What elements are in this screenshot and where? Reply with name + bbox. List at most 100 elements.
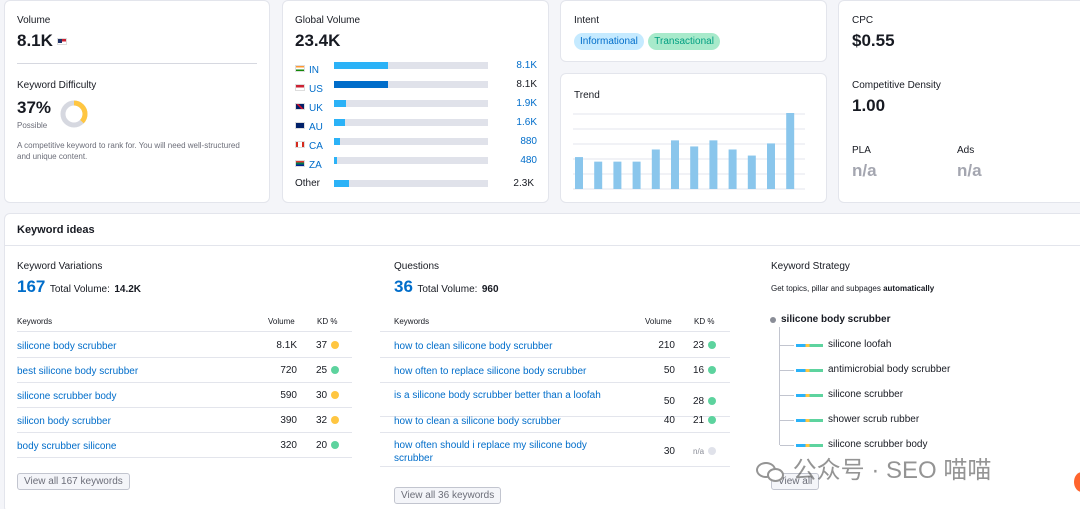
variations-count[interactable]: 167 [17, 277, 46, 296]
watermark-text: 公众号 · SEO 喵喵 [792, 457, 992, 484]
kd-dot-icon [708, 341, 717, 350]
trend-bar[interactable] [671, 140, 679, 189]
strategy-root[interactable]: silicone body scrubber [781, 314, 891, 325]
table-row: best silicone body scrubber 720 25 [17, 358, 352, 383]
kd-dot-icon [708, 447, 717, 456]
questions-total: 960 [481, 284, 499, 295]
view-all-questions-button[interactable]: View all 36 keywords [394, 487, 502, 504]
keyword-volume: 50 [663, 365, 675, 376]
keyword-link[interactable]: silicone scrubber body [17, 391, 117, 402]
intent-bar-icon [796, 394, 823, 397]
difficulty-level: Possible [17, 121, 48, 130]
ads-value: n/a [957, 161, 982, 180]
difficulty-value: 37% [17, 98, 52, 117]
difficulty-desc: A competitive keyword to rank for. You w… [17, 141, 240, 161]
intent-tag-transactional[interactable]: Transactional [648, 33, 720, 50]
other-bar-fill [334, 180, 350, 187]
table-row: how often to replace silicone body scrub… [380, 358, 730, 383]
intent-card: Intent Informational Transactional [560, 0, 827, 62]
keyword-volume: 8.1K [276, 340, 297, 351]
keyword-link[interactable]: how to clean a silicone body scrubber [394, 416, 561, 427]
strategy-item-label: silicone loofah [828, 339, 892, 350]
watermark: 公众号 · SEO 喵喵 [756, 450, 991, 485]
density-label: Competitive Density [852, 80, 941, 91]
strategy-item[interactable]: silicone loofah [780, 339, 1000, 353]
trend-bar[interactable] [767, 143, 775, 189]
trend-bar[interactable] [651, 149, 660, 189]
country-bar-fill [334, 62, 388, 69]
col-volume[interactable]: Volume [268, 317, 295, 326]
kd-value: 16 [693, 365, 705, 376]
keyword-kd: 37 [316, 340, 340, 351]
trend-bar[interactable] [690, 146, 699, 189]
intent-bar-icon [796, 369, 823, 372]
country-value: 1.9K [516, 98, 537, 109]
variations-summary: 167 Total Volume: 14.2K [17, 277, 141, 297]
keyword-link[interactable]: is a silicone body scrubber better than … [394, 390, 601, 401]
keyword-kd: 28 [693, 396, 717, 407]
country-row-us[interactable]: US 8.1K [295, 79, 537, 95]
divider [5, 245, 1080, 246]
keyword-volume: 390 [280, 415, 297, 426]
other-label: Other [295, 178, 321, 189]
country-row-uk[interactable]: UK 1.9K [295, 98, 537, 114]
intent-bar-icon [796, 419, 823, 422]
table-row: how to clean silicone body scrubber 210 23 [380, 333, 730, 358]
country-row-ca[interactable]: CA 880 [295, 136, 537, 152]
flag-uk-icon [295, 103, 305, 111]
country-bar [334, 62, 488, 69]
country-row-au[interactable]: AU 1.6K [295, 117, 537, 133]
kd-dot-icon [708, 366, 717, 375]
keyword-link[interactable]: how often should i replace my silicone b… [394, 440, 587, 464]
col-volume[interactable]: Volume [645, 317, 672, 326]
keyword-link[interactable]: silicone body scrubber [17, 341, 117, 352]
keyword-kd: 30 [316, 390, 340, 401]
country-row-za[interactable]: ZA 480 [295, 155, 537, 171]
flag-ca-icon [295, 141, 305, 149]
strategy-item[interactable]: shower scrub rubber [780, 414, 1000, 428]
col-keywords: Keywords [17, 317, 53, 326]
strategy-desc: Get topics, pillar and subpages [771, 284, 881, 293]
trend-bar[interactable] [575, 157, 583, 189]
col-kd[interactable]: KD % [317, 317, 338, 326]
strategy-item[interactable]: silicone scrubber body [780, 439, 1000, 453]
keyword-link[interactable]: silicon body scrubber [17, 416, 111, 427]
difficulty-label: Keyword Difficulty [17, 80, 97, 91]
table-row: silicon body scrubber 390 32 [17, 408, 352, 433]
questions-header: Keywords Volume KD % [380, 314, 730, 332]
country-code: AU [309, 122, 323, 133]
strategy-root-dot [770, 317, 776, 323]
table-row: is a silicone body scrubber better than … [380, 383, 730, 417]
country-value: 8.1K [516, 79, 537, 90]
keyword-link[interactable]: best silicone body scrubber [17, 366, 139, 377]
keyword-link[interactable]: body scrubber silicone [17, 441, 117, 452]
trend-bar[interactable] [709, 140, 718, 189]
kd-dot-icon [331, 341, 340, 350]
trend-bar[interactable] [786, 113, 795, 189]
keyword-link[interactable]: how often to replace silicone body scrub… [394, 366, 587, 377]
strategy-item[interactable]: silicone scrubber [780, 389, 1000, 403]
questions-count[interactable]: 36 [394, 277, 413, 296]
view-all-variations-button[interactable]: View all 167 keywords [17, 473, 130, 490]
other-value: 2.3K [513, 178, 534, 189]
keyword-volume: 30 [663, 446, 675, 457]
col-kd[interactable]: KD % [694, 317, 715, 326]
strategy-item-label: shower scrub rubber [828, 414, 920, 425]
trend-bar[interactable] [747, 155, 756, 189]
country-value: 480 [520, 155, 537, 166]
strategy-item[interactable]: antimicrobial body scrubber [780, 364, 1000, 378]
country-row-in[interactable]: IN 8.1K [295, 60, 537, 76]
trend-bar[interactable] [594, 161, 603, 189]
intent-tag-informational[interactable]: Informational [574, 33, 644, 50]
us-flag-icon [57, 38, 68, 46]
ads-label: Ads [957, 145, 975, 156]
trend-bar[interactable] [613, 161, 622, 189]
variations-header: Keywords Volume KD % [17, 314, 352, 332]
table-row: silicone scrubber body 590 30 [17, 383, 352, 408]
keyword-link[interactable]: how to clean silicone body scrubber [394, 341, 553, 352]
country-bar [334, 157, 488, 164]
floating-action-icon[interactable] [1074, 472, 1080, 492]
trend-bar[interactable] [728, 149, 737, 189]
volume-card: Volume 8.1K Keyword Difficulty 37% Possi… [4, 0, 270, 203]
trend-bar[interactable] [632, 161, 641, 189]
